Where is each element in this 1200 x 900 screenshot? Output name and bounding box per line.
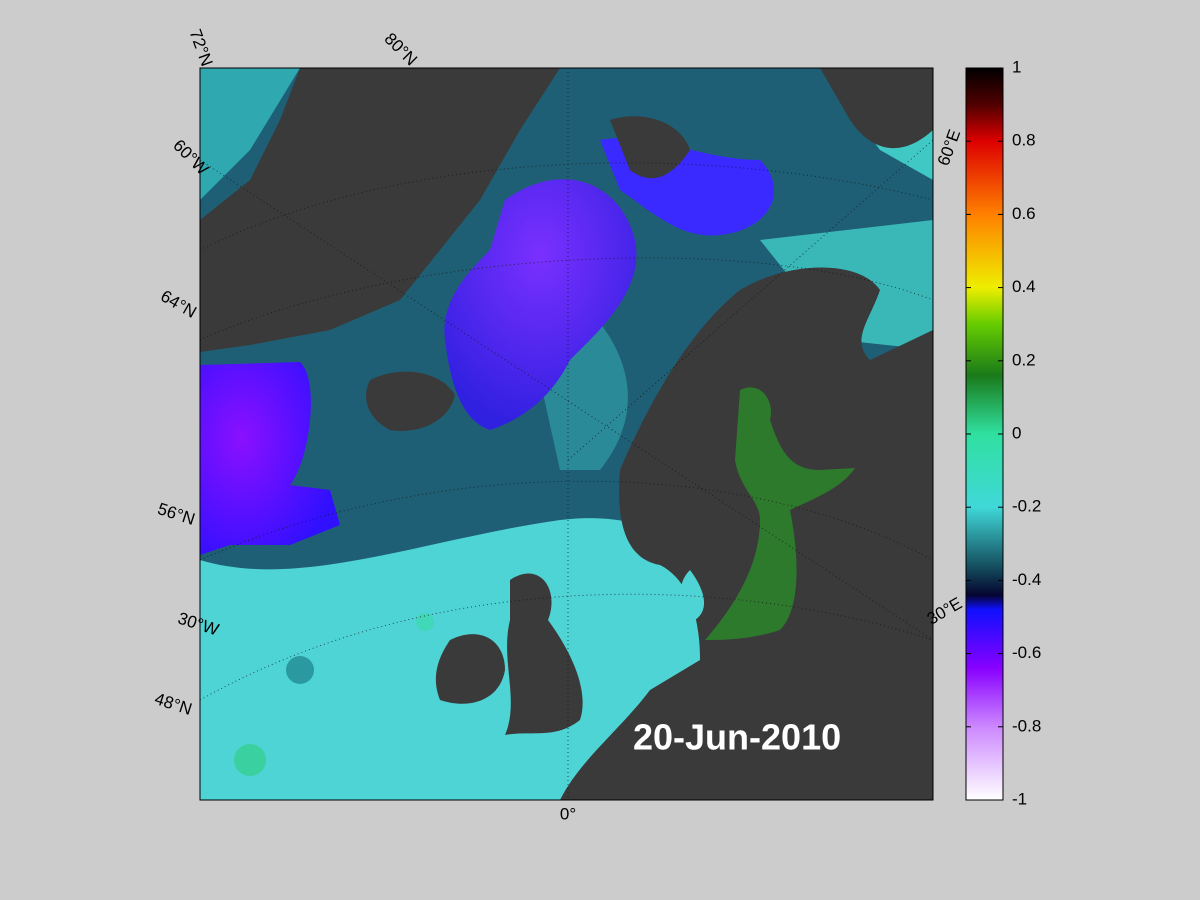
- svalbard: [610, 116, 690, 179]
- baltic-sea: [705, 387, 855, 640]
- colorbar-tick-label: 0: [1012, 423, 1021, 442]
- colorbar: [965, 67, 1004, 801]
- novaya-zemlya: [820, 68, 933, 149]
- colorbar-tick-label: 0.2: [1012, 350, 1036, 369]
- graticule-label: 56°N: [155, 499, 197, 529]
- anomaly-north: [444, 179, 637, 430]
- colorbar-tick-label: -1: [1012, 789, 1027, 808]
- greenland: [200, 68, 560, 352]
- colorbar-tick-label: -0.8: [1012, 716, 1041, 735]
- graticule-label: 0°: [560, 804, 576, 823]
- colorbar-tick-label: -0.6: [1012, 643, 1041, 662]
- graticule-label: 64°N: [157, 286, 199, 321]
- eddy: [234, 744, 266, 776]
- graticule: [200, 480, 933, 561]
- colorbar-tick-label: -0.2: [1012, 497, 1041, 516]
- great-britain: [505, 573, 583, 735]
- scandinavia-europe: [560, 267, 933, 800]
- graticule: [200, 257, 933, 341]
- date-label: 20-Jun-2010: [633, 717, 841, 758]
- sea-north: [200, 68, 300, 200]
- graticule: [200, 593, 933, 701]
- graticule: [567, 139, 933, 461]
- graticule-label: 48°N: [152, 689, 194, 719]
- colorbar-tick-label: 0.8: [1012, 131, 1036, 150]
- colorbar-tick-label: -0.4: [1012, 570, 1041, 589]
- graticule-label: 72°N: [186, 27, 217, 69]
- iceland: [366, 371, 455, 431]
- graticule-label: 80°N: [381, 29, 421, 69]
- graticule-label: 60°E: [934, 127, 965, 168]
- map-frame: [199, 67, 934, 801]
- colorbar-tick-label: 0.6: [1012, 204, 1036, 223]
- eddy: [286, 656, 314, 684]
- kattegat: [680, 570, 705, 620]
- ireland: [435, 634, 505, 704]
- colorbar-tick-label: 0.4: [1012, 277, 1036, 296]
- eddy: [416, 613, 434, 631]
- colorbar-tick-label: 1: [1012, 57, 1021, 76]
- colorbar-ticks: 1 0.8 0.6 0.4 0.2 0 -0.2 -0.4 -0.6 -0.8 -1: [966, 57, 1041, 808]
- map: [200, 68, 933, 800]
- anomaly-west: [200, 362, 340, 555]
